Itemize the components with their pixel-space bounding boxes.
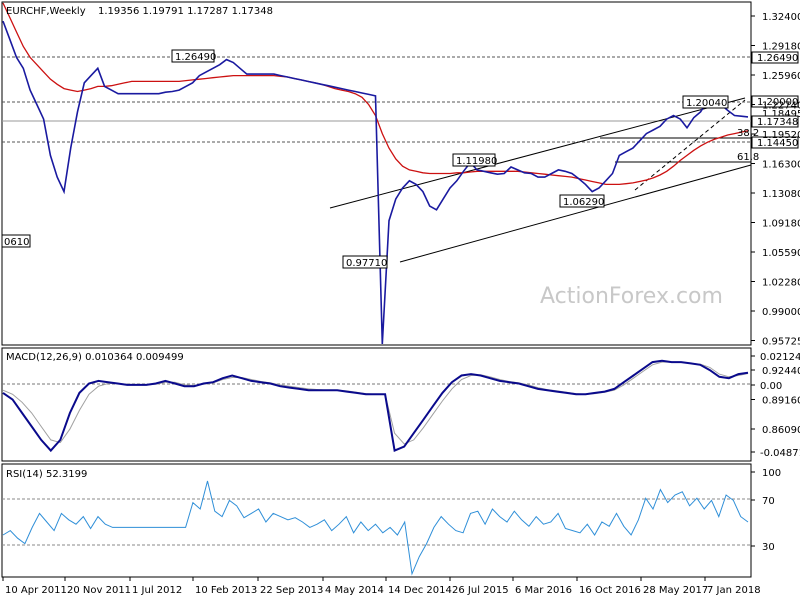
annotation-box-2: [682, 95, 729, 109]
annotation-6: 0610: [4, 237, 29, 248]
annotation-box-1: [171, 49, 215, 63]
main-y-tick-label: 0.86090: [762, 425, 800, 436]
chart-title: EURCHF,Weekly: [6, 6, 86, 17]
price-tag-1200: [751, 95, 799, 108]
x-tick-label: 16 Oct 2016: [579, 585, 641, 596]
annotation-box-6: [1, 234, 31, 248]
x-tick-label: 22 Sep 2013: [260, 585, 323, 596]
rsi-panel: RSI(14) 52.3199: [1, 463, 752, 578]
main-y-tick-label: 1.29180: [762, 42, 800, 53]
price-tag-1200-text: 1.20000: [757, 97, 798, 108]
main-y-tick-label: 1.22740: [762, 101, 800, 112]
macd-line: [2, 359, 749, 453]
channel-lower-line: [399, 164, 752, 263]
main-y-tick-label: 1.02280: [762, 278, 800, 289]
x-tick-label: 14 Dec 2014: [388, 585, 452, 596]
annotation-box-4: [559, 194, 605, 208]
watermark-logo: ActionForex.com: [540, 284, 723, 309]
x-tick-label: 10 Apr 2011: [5, 585, 67, 596]
main-y-tick-label: 0.99000: [762, 307, 800, 318]
price-tag-high: [751, 51, 799, 64]
price-tag-1445-text: 1.14450: [757, 138, 798, 149]
macd-y-tick-label: -0.048716: [760, 448, 800, 459]
rsi-y-axis: 100 70 30: [751, 468, 781, 553]
macd-title: MACD(12,26,9) 0.010364 0.009499: [6, 352, 184, 363]
rsi-line: [2, 480, 749, 576]
x-tick-label: 7 Jan 2018: [707, 585, 761, 596]
macd-y-tick-label: 0.00: [760, 381, 782, 392]
rsi-y-tick-label: 100: [762, 468, 781, 479]
macd-panel-frame: [1, 347, 752, 462]
rsi-y-tick-label: 70: [762, 496, 775, 507]
x-tick-label: 4 May 2014: [325, 585, 384, 596]
fib-trend-line: [634, 99, 746, 191]
price-tag-last: [751, 115, 799, 128]
annotation-2: 1.20040: [686, 98, 727, 109]
annotation-4: 1.06290: [563, 197, 604, 208]
x-tick-label: 28 May 2017: [643, 585, 708, 596]
annotation-box-5: [342, 255, 388, 269]
ohlc-values: 1.19356 1.19791 1.17287 1.17348: [98, 6, 273, 17]
fib-label-618: 61.8: [737, 152, 759, 163]
main-y-tick-label: 1.09180: [762, 219, 800, 230]
main-y-tick-label: 1.16300: [762, 160, 800, 171]
main-y-tick-label: 1.19520: [762, 130, 800, 141]
x-tick-label: 26 Jul 2015: [452, 585, 509, 596]
main-panel-frame: [1, 1, 752, 346]
main-y-tick-label: 0.89160: [762, 396, 800, 407]
fib-label-382: 38.2: [737, 128, 759, 139]
x-tick-label: 10 Feb 2013: [195, 585, 257, 596]
main-y-tick-label: 1.05590: [762, 248, 800, 259]
main-y-axis: 1.26490 1.20000 1.18495 1.17348 1.14450 …: [751, 12, 800, 436]
x-tick-label: 20 Nov 2011: [67, 585, 131, 596]
rsi-title: RSI(14) 52.3199: [6, 469, 87, 480]
main-y-tick-label: 1.13080: [762, 189, 800, 200]
main-y-tick-label: 0.92440: [762, 366, 800, 377]
main-y-tick-label: 1.32400: [762, 12, 800, 23]
macd-panel: MACD(12,26,9) 0.010364 0.009499: [1, 347, 752, 462]
rsi-y-tick-label: 30: [762, 542, 775, 553]
price-tag-1445: [751, 136, 799, 149]
main-y-tick-label: 1.25960: [762, 71, 800, 82]
annotation-1: 1.26490: [175, 52, 216, 63]
macd-y-axis: 0.021242 0.00 -0.048716: [751, 352, 800, 459]
main-y-tick-label: 0.95725: [762, 337, 800, 348]
annotation-5: 0.97710: [346, 258, 387, 269]
sma-price-text: 1.18495: [762, 109, 800, 120]
price-tag-last-text: 1.17348: [757, 117, 798, 128]
x-tick-label: 1 Jul 2012: [132, 585, 182, 596]
annotation-box-3: [452, 153, 496, 167]
main-panel: EURCHF,Weekly 1.19356 1.19791 1.17287 1.…: [1, 1, 759, 346]
annotation-3: 1.11980: [456, 156, 497, 167]
macd-y-tick-label: 0.021242: [760, 352, 800, 363]
rsi-panel-frame: [1, 463, 752, 578]
x-axis: 10 Apr 2011 20 Nov 2011 1 Jul 2012 10 Feb 2…: [2, 577, 761, 596]
x-tick-label: 6 Mar 2016: [515, 585, 572, 596]
price-tag-high-text: 1.26490: [757, 53, 798, 64]
price-line: [2, 20, 749, 345]
